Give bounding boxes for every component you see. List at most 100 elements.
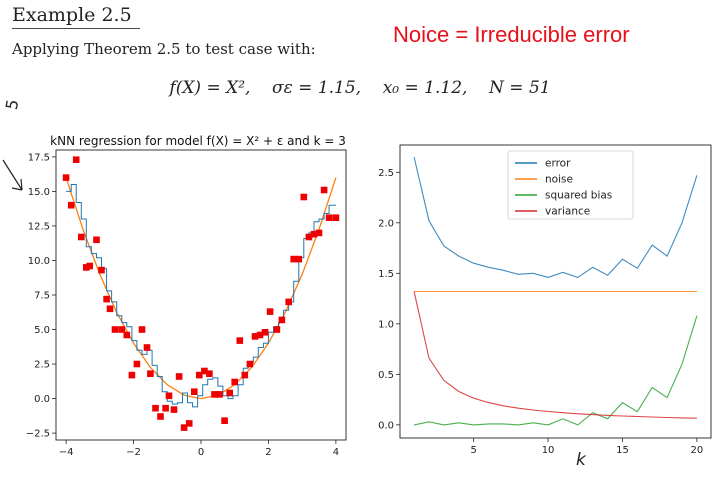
- data-point: [221, 417, 228, 424]
- data-point: [170, 406, 178, 413]
- legend-label: error: [545, 158, 571, 170]
- data-point: [111, 326, 119, 333]
- data-point: [295, 255, 303, 263]
- data-point: [251, 333, 259, 340]
- chart0-xtick-label: 0: [198, 447, 204, 458]
- data-point: [98, 266, 105, 274]
- data-point: [133, 360, 141, 368]
- legend-box: [507, 150, 634, 220]
- data-point: [325, 214, 333, 221]
- data-point: [256, 331, 264, 339]
- chart0-ytick-label: −2.5: [26, 429, 50, 440]
- chart-legend: error noise squared bias variance: [507, 150, 634, 220]
- chart0-ytick-label: 7.5: [34, 291, 50, 302]
- data-point: [320, 186, 328, 194]
- data-point: [196, 371, 203, 379]
- data-point: [86, 262, 93, 270]
- data-point: [147, 370, 154, 377]
- chart1-ytick-label: 1.0: [378, 319, 394, 330]
- data-point: [62, 174, 70, 181]
- chart1-xtick-label: 10: [542, 445, 555, 456]
- data-point: [106, 305, 114, 313]
- data-point: [83, 264, 90, 271]
- chart0-xtick-label: 4: [333, 447, 339, 458]
- bias-variance-chart: 5 10 15 20 0.0 0.5 1.0 1.5 2.0 2.5 error noise squa…: [378, 144, 712, 456]
- chart0-xtick-label: −2: [126, 447, 141, 458]
- data-point: [285, 298, 292, 306]
- data-point: [246, 360, 254, 368]
- chart1-xtick-label: 20: [690, 445, 703, 456]
- data-point: [216, 391, 223, 398]
- knn-chart-frame: [55, 149, 347, 441]
- data-point: [143, 344, 151, 351]
- data-point: [118, 326, 126, 333]
- data-point: [157, 413, 164, 420]
- data-point: [185, 420, 193, 427]
- data-point: [231, 378, 238, 386]
- data-point: [332, 214, 340, 221]
- data-point: [138, 326, 146, 333]
- data-point: [211, 391, 218, 398]
- data-point: [162, 404, 169, 412]
- chart1-ytick-label: 0.0: [378, 420, 394, 431]
- chart0-xtick-label: −4: [59, 447, 74, 458]
- chart1-ytick-label: 2.5: [378, 168, 394, 179]
- chart0-ytick-label: 17.5: [28, 152, 50, 163]
- data-point: [273, 326, 281, 333]
- handwritten-arrow: [2, 159, 23, 191]
- data-point: [180, 424, 188, 431]
- data-point: [123, 331, 131, 339]
- data-point: [305, 233, 313, 241]
- legend-label: noise: [545, 174, 573, 186]
- data-point: [290, 255, 297, 263]
- data-point: [261, 329, 269, 336]
- error-line: [413, 156, 698, 279]
- chart1-ytick-label: 0.5: [378, 370, 394, 381]
- heading-underline: [12, 28, 140, 29]
- noise-annotation: Noice = Irreducible error: [393, 22, 630, 47]
- squared-bias-line: [413, 315, 698, 426]
- chart1-xtick-label: 15: [616, 445, 629, 456]
- chart1-ytick-label: 1.5: [378, 269, 394, 280]
- data-point: [266, 308, 274, 315]
- data-point: [72, 156, 80, 163]
- legend-label: squared bias: [545, 190, 612, 202]
- data-point: [241, 371, 249, 379]
- data-point: [201, 367, 208, 375]
- example-heading: Example 2.5: [12, 4, 132, 26]
- data-point: [165, 392, 173, 400]
- data-point: [78, 233, 85, 241]
- data-point: [300, 193, 308, 201]
- data-point: [206, 370, 213, 377]
- knn-step-line: [66, 184, 336, 408]
- data-point: [103, 295, 110, 303]
- data-point: [310, 230, 318, 238]
- intro-text: Applying Theorem 2.5 to test case with:: [12, 40, 316, 58]
- chart0-xtick-label: 2: [265, 447, 271, 458]
- chart0-ytick-label: 2.5: [34, 360, 50, 371]
- knn-regression-chart: kNN regression for model f(X) = X² + ε a…: [26, 134, 347, 458]
- handwritten-k: k: [576, 450, 586, 470]
- legend-label: variance: [545, 206, 590, 218]
- data-point: [67, 201, 75, 209]
- knn-chart-title: kNN regression for model f(X) = X² + ε a…: [50, 134, 346, 148]
- data-point: [226, 389, 233, 397]
- data-point: [236, 337, 244, 344]
- model-formula: f(X) = X², σε = 1.15, x₀ = 1.12, N = 51: [169, 78, 551, 98]
- chart0-ytick-label: 0.0: [34, 394, 50, 405]
- chart1-ytick-label: 2.0: [378, 218, 394, 229]
- data-point: [93, 236, 100, 244]
- data-point: [175, 373, 183, 380]
- variance-line: [413, 291, 697, 419]
- chart1-xtick-label: 5: [470, 445, 476, 456]
- data-point: [278, 316, 286, 324]
- chart0-ytick-label: 15.0: [28, 187, 50, 198]
- data-point: [191, 388, 198, 395]
- data-point: [128, 371, 136, 379]
- chart0-ytick-label: 10.0: [28, 256, 50, 267]
- chart0-ytick-label: 5.0: [34, 325, 50, 336]
- chart0-ytick-label: 12.5: [28, 221, 50, 232]
- bias-variance-frame: [399, 144, 712, 439]
- data-point: [315, 229, 323, 237]
